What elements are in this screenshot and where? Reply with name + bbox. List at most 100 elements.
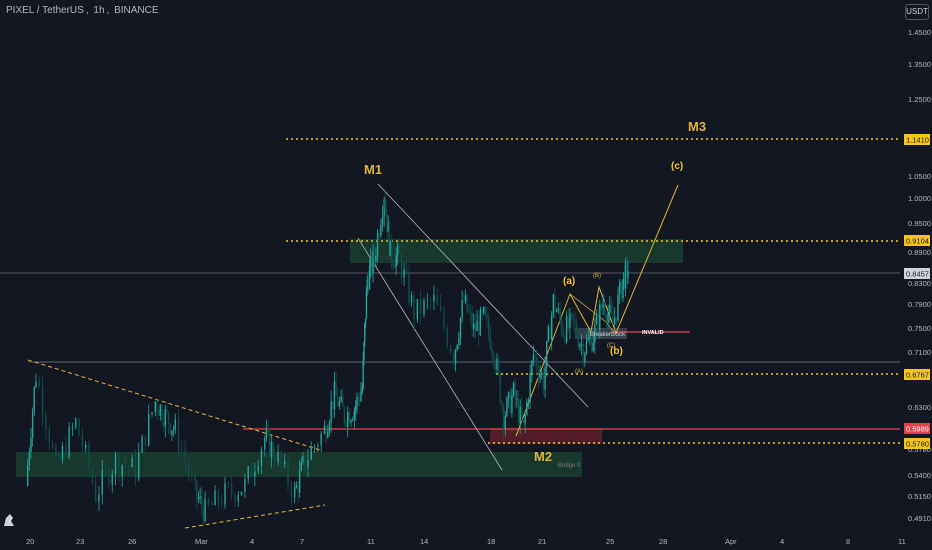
candle-body: [196, 481, 198, 499]
candle-body: [396, 245, 399, 256]
candle-body: [486, 315, 488, 320]
price-axis[interactable]: 1.4500 1.3500 1.2500 1.0500 1.0000 0.950…: [908, 28, 931, 523]
zones: [16, 239, 683, 477]
label-sub-b: (B): [593, 273, 601, 279]
candle-body: [526, 401, 528, 415]
symbol-name[interactable]: PIXEL / TetherUS: [6, 5, 84, 16]
candle-body: [624, 261, 627, 289]
candle-body: [378, 233, 380, 236]
candle-body: [28, 452, 31, 466]
exchange-name: BINANCE: [114, 5, 159, 16]
y-tick: 0.5150: [908, 492, 931, 501]
x-tick: 23: [76, 537, 84, 546]
label-invalid: INVALID: [642, 330, 664, 336]
candle-body: [363, 342, 365, 361]
candle-body: [610, 304, 613, 313]
candle-body: [333, 381, 336, 410]
candle-body: [347, 412, 349, 427]
candle-body: [483, 307, 485, 313]
x-tick: Mar: [195, 537, 208, 546]
candle-body: [487, 319, 490, 335]
currency-button[interactable]: USDT: [905, 4, 929, 20]
candle-body: [51, 443, 54, 448]
time-axis[interactable]: 20 23 26 Mar 4 7 11 14 18 21 25 28 Apr 4…: [26, 537, 906, 546]
candle-body: [340, 396, 342, 402]
candle-body: [539, 374, 541, 379]
candle-body: [211, 504, 213, 506]
candle-body: [217, 490, 220, 503]
candle-body: [201, 496, 203, 508]
candle-body: [345, 422, 347, 427]
candle-body: [381, 216, 384, 225]
candle-body: [433, 294, 435, 302]
candle-body: [574, 319, 576, 324]
candle-body: [290, 484, 293, 498]
candle-body: [234, 493, 236, 502]
candle-body: [237, 495, 239, 502]
candle-body: [373, 251, 375, 262]
candle-body: [298, 470, 301, 493]
candle-body: [88, 444, 90, 470]
candle-body: [264, 437, 266, 450]
candle-body: [387, 222, 389, 233]
candle-body: [254, 471, 256, 477]
y-tick: 1.2500: [908, 95, 931, 104]
candle-body: [555, 311, 558, 312]
candle-body: [144, 436, 147, 446]
x-tick: 21: [538, 537, 546, 546]
candle-body: [501, 402, 503, 407]
candle-body: [572, 314, 574, 320]
candle-body: [579, 344, 581, 348]
candle-body: [605, 314, 608, 323]
candle-body: [207, 498, 210, 505]
candle-body: [627, 270, 629, 278]
candle-body: [272, 441, 274, 457]
candle-body: [521, 406, 523, 420]
candle-body: [623, 272, 626, 289]
y-tick: 0.7100: [908, 348, 931, 357]
candle-body: [121, 465, 123, 476]
candle-body: [481, 309, 483, 313]
candle-body: [393, 265, 396, 268]
x-tick: 7: [300, 537, 304, 546]
candle-body: [224, 483, 226, 505]
candle-body: [368, 267, 371, 290]
candle-body: [375, 255, 377, 262]
candle-body: [620, 281, 623, 299]
label-c: (c): [671, 161, 683, 172]
y-tick: 0.8300: [908, 279, 931, 288]
candle-body: [250, 466, 253, 477]
candle-body: [389, 240, 391, 257]
candle-body: [260, 449, 263, 466]
channel-line-upper: [377, 183, 589, 408]
candle-body: [473, 323, 475, 330]
candle-body: [625, 261, 628, 263]
interval[interactable]: 1h: [93, 5, 105, 16]
candle-body: [71, 427, 74, 429]
candle-body: [554, 294, 556, 312]
label-sub-a: (A): [575, 369, 583, 375]
candle-body: [567, 316, 569, 328]
candle-body: [55, 447, 57, 457]
x-tick: 8: [846, 537, 850, 546]
candle-body: [511, 395, 513, 413]
supply-zone: [350, 239, 683, 263]
label-a: (a): [563, 276, 575, 287]
candle-body: [541, 373, 543, 375]
x-tick: 11: [898, 537, 906, 546]
candle-body: [609, 304, 611, 314]
candle-body: [171, 430, 173, 435]
candle-body: [398, 245, 400, 255]
trendlines: [27, 183, 679, 529]
candle-body: [353, 410, 356, 420]
candle-body: [560, 319, 563, 333]
candle-body: [214, 490, 216, 506]
candle-body: [174, 419, 176, 430]
candle-body: [589, 336, 591, 339]
price-tag-06767: 0.6767: [906, 371, 929, 380]
candle-body: [94, 482, 97, 502]
candle-body: [169, 424, 171, 435]
candle-body: [323, 425, 326, 434]
candle-body: [138, 452, 140, 479]
